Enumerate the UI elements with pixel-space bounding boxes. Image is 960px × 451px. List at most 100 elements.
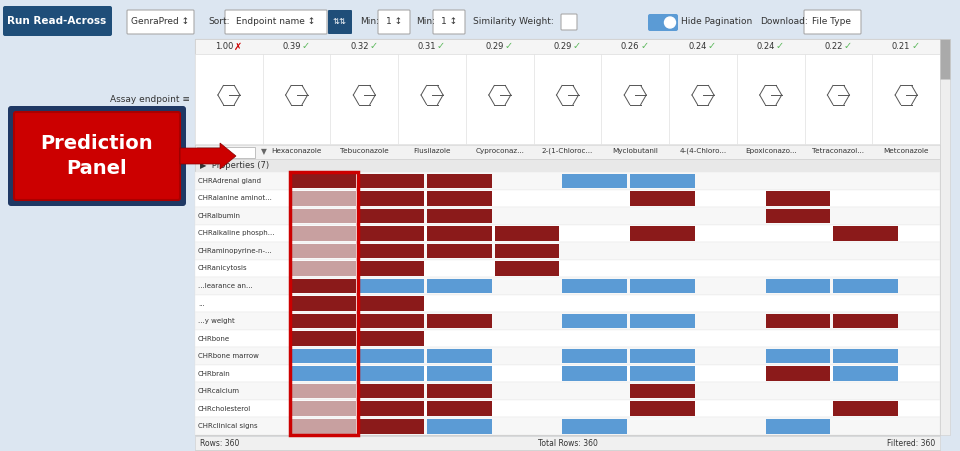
Bar (195, 145, 940, 159)
Text: Tetraconazol...: Tetraconazol... (812, 148, 864, 154)
Bar (195, 159, 940, 172)
Bar (765, 208, 830, 223)
Bar (563, 174, 627, 188)
Bar (601, 54, 669, 144)
Bar (263, 54, 330, 144)
Text: ▼: ▼ (261, 147, 267, 156)
Text: 1 ↕: 1 ↕ (441, 18, 457, 27)
Bar (804, 54, 873, 144)
Bar (630, 279, 695, 293)
Bar (292, 261, 356, 276)
Bar (292, 191, 356, 206)
Text: Metconazole: Metconazole (883, 148, 929, 154)
Bar (669, 54, 737, 144)
Bar (359, 401, 424, 416)
Text: Tebuconazole: Tebuconazole (340, 148, 389, 154)
Text: Sort:: Sort: (208, 18, 229, 27)
Text: Hexaconazole: Hexaconazole (272, 148, 322, 154)
FancyBboxPatch shape (804, 10, 861, 34)
Bar (833, 366, 898, 381)
Text: 4-(4-Chloro...: 4-(4-Chloro... (680, 148, 727, 155)
Bar (630, 349, 695, 364)
Text: CHRbone marrow: CHRbone marrow (198, 353, 259, 359)
Text: Run Read-Across: Run Read-Across (8, 16, 107, 26)
Bar (765, 349, 830, 364)
Text: Min:: Min: (416, 18, 435, 27)
Text: CHRanicytosis: CHRanicytosis (198, 266, 248, 272)
Text: 0.29: 0.29 (553, 42, 572, 51)
Text: ✓: ✓ (301, 41, 310, 51)
FancyBboxPatch shape (648, 14, 678, 31)
Bar (195, 39, 940, 54)
FancyBboxPatch shape (433, 10, 465, 34)
Text: CHRalkaline phosph...: CHRalkaline phosph... (198, 230, 275, 236)
Bar (195, 400, 940, 418)
Bar (195, 312, 940, 330)
Bar (292, 331, 356, 346)
Bar (494, 261, 560, 276)
Text: CHRcalcium: CHRcalcium (198, 388, 240, 394)
Bar (494, 244, 560, 258)
Bar (359, 174, 424, 188)
Text: GenraPred ↕: GenraPred ↕ (131, 18, 189, 27)
Bar (359, 384, 424, 398)
FancyBboxPatch shape (127, 10, 194, 34)
Text: Flusilazole: Flusilazole (414, 148, 451, 154)
Bar (195, 242, 940, 260)
Bar (292, 349, 356, 364)
Text: Total Rows: 360: Total Rows: 360 (538, 438, 597, 447)
Bar (940, 39, 950, 79)
Bar (359, 366, 424, 381)
Bar (765, 314, 830, 328)
Bar (630, 191, 695, 206)
Text: CHRAdrenal gland: CHRAdrenal gland (198, 178, 261, 184)
Bar (765, 279, 830, 293)
Bar (195, 450, 940, 451)
Bar (765, 366, 830, 381)
Text: ✓: ✓ (505, 41, 513, 51)
Bar (737, 54, 804, 144)
Bar (195, 54, 263, 144)
Bar (195, 189, 940, 207)
Bar (292, 401, 356, 416)
Text: Myclobutanil: Myclobutanil (612, 148, 659, 154)
FancyBboxPatch shape (225, 10, 327, 34)
Text: Prediction
Panel: Prediction Panel (40, 134, 154, 178)
Bar (427, 384, 492, 398)
Bar (359, 261, 424, 276)
Bar (359, 244, 424, 258)
Bar (359, 208, 424, 223)
Text: ...learance an...: ...learance an... (198, 283, 252, 289)
Bar (833, 314, 898, 328)
Bar (630, 226, 695, 241)
Bar (563, 349, 627, 364)
Bar (292, 296, 356, 311)
Bar (630, 314, 695, 328)
Text: ✓: ✓ (708, 41, 716, 51)
Text: 0.32: 0.32 (350, 42, 369, 51)
Text: ✓: ✓ (843, 41, 852, 51)
Bar (833, 279, 898, 293)
Text: Min:: Min: (360, 18, 379, 27)
Bar (359, 331, 424, 346)
Text: Rows: 360: Rows: 360 (200, 438, 239, 447)
Text: 0.24: 0.24 (756, 42, 775, 51)
Bar (359, 419, 424, 433)
Bar (765, 191, 830, 206)
Text: Hide Pagination: Hide Pagination (681, 18, 753, 27)
Text: CHRbrain: CHRbrain (198, 371, 230, 377)
Text: ✗: ✗ (234, 41, 242, 51)
Text: Filtered: 360: Filtered: 360 (887, 438, 935, 447)
Bar (195, 260, 940, 277)
Bar (330, 54, 398, 144)
Text: ✓: ✓ (911, 41, 919, 51)
Text: CHRbone: CHRbone (198, 336, 230, 341)
Text: 0.29: 0.29 (486, 42, 504, 51)
Text: 0.26: 0.26 (621, 42, 639, 51)
Bar (494, 226, 560, 241)
Bar (195, 418, 940, 435)
Text: ✓: ✓ (572, 41, 581, 51)
Text: ✓: ✓ (776, 41, 783, 51)
Text: CHRalanine aminot...: CHRalanine aminot... (198, 195, 272, 201)
Bar (359, 314, 424, 328)
